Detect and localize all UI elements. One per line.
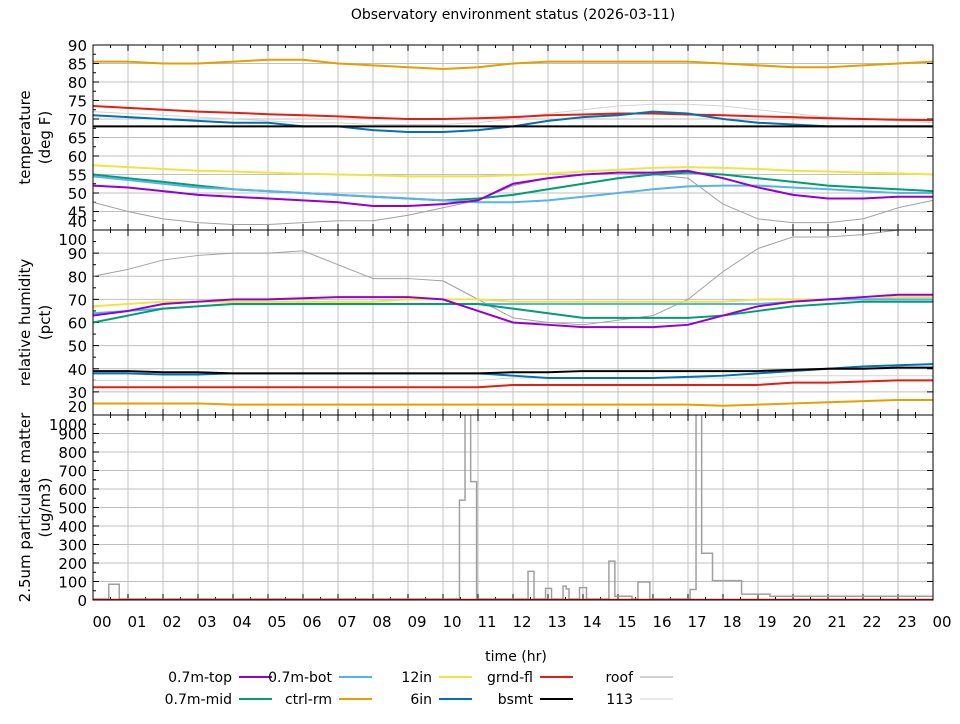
x-tick-label: 16 [652,613,671,631]
y-tick-label: 200 [58,555,87,573]
legend-label: roof [605,670,634,686]
y-tick-label: 400 [58,518,87,536]
legend-label: 0.7m-mid [165,692,232,708]
x-tick-label: 11 [477,613,496,631]
y-tick-label: 80 [68,268,87,286]
y-axis-label: (ug/m3) [36,478,54,538]
x-tick-label: 09 [407,613,426,631]
x-tick-label: 21 [827,613,846,631]
series-line-12in [93,296,933,308]
y-tick-label: 45 [68,204,87,222]
x-tick-label: 06 [302,613,321,631]
y-tick-label: 50 [68,338,87,356]
legend-label: 12in [401,670,432,686]
series-line-113 [93,375,933,381]
y-tick-label: 40 [68,213,87,231]
x-tick-label: 14 [582,613,601,631]
series-line-grnd-fl [93,105,933,122]
y-tick-label: 800 [58,444,87,462]
y-tick-label: 100 [58,574,87,592]
legend: 0.7m-top 0.7m-mid 0.7m-bot ctrl-rm 12in 6in gr… [165,670,673,708]
y-tick-label: 60 [68,148,87,166]
y-tick-label: 40 [68,361,87,379]
x-tick-label: 23 [897,613,916,631]
y-tick-label: 90 [68,245,87,263]
y-tick-label: 500 [58,500,87,518]
legend-label: bsmt [498,692,534,708]
x-tick-label: 12 [512,613,531,631]
x-tick-label: 05 [267,613,286,631]
x-tick-label: 01 [127,613,146,631]
legend-label: 113 [606,692,633,708]
series-line-roof [93,230,933,326]
series-line-0.7m-top [93,169,933,207]
x-tick-label: 02 [162,613,181,631]
series-line-12in [93,164,933,178]
series-line-ctrl-rm [93,398,933,407]
y-tick-label: 50 [68,185,87,203]
x-tick-label: 17 [687,613,706,631]
y-tick-label: 75 [68,93,87,111]
chart-title: Observatory environment status (2026-03-… [351,7,675,23]
series-line-roof [93,172,933,225]
legend-label: 0.7m-top [168,670,232,686]
x-tick-label: 13 [547,613,566,631]
x-tick-label: 18 [722,613,741,631]
x-tick-label: 00 [92,613,111,631]
y-tick-label: 85 [68,56,87,74]
series-line-bsmt [93,366,933,375]
x-tick-label: 10 [442,613,461,631]
x-tick-label: 00 [932,613,951,631]
y-axis-label: relative humidity [16,259,34,387]
y-tick-label: 900 [58,426,87,444]
y-tick-label: 55 [68,167,87,185]
series-line-0.7m-mid [93,300,933,324]
legend-label: ctrl-rm [285,692,332,708]
y-tick-label: 20 [68,398,87,416]
y-axis-label: (deg F) [36,111,54,164]
x-axis-label: time (hr) [485,649,547,665]
legend-label: grnd-fl [487,670,533,686]
y-tick-label: 1000 [49,416,87,434]
series-line-0.7m-bot [93,175,933,204]
y-axis-label: (pct) [36,305,54,340]
x-tick-label: 03 [197,613,216,631]
x-tick-label: 22 [862,613,881,631]
y-tick-label: 30 [68,384,87,402]
panel-border [92,414,934,601]
y-tick-label: 700 [58,463,87,481]
y-tick-label: 70 [68,111,87,129]
y-tick-label: 90 [68,37,87,55]
y-tick-label: 70 [68,291,87,309]
series-line-grnd-fl [93,379,933,389]
y-tick-label: 0 [77,592,87,610]
x-tick-label: 15 [617,613,636,631]
y-tick-label: 300 [58,537,87,555]
x-tick-label: 20 [792,613,811,631]
y-tick-label: 100 [58,231,87,249]
series-line-ctrl-rm [93,58,933,71]
series-line-0.7m-top [93,293,933,329]
y-tick-label: 60 [68,315,87,333]
x-tick-label: 19 [757,613,776,631]
legend-label: 0.7m-bot [268,670,332,686]
legend-label: 6in [410,692,432,708]
y-axis-label: temperature [16,90,34,184]
y-axis-label: 2.5um particulate matter [16,412,34,602]
x-tick-label: 08 [372,613,391,631]
y-tick-label: 80 [68,74,87,92]
x-tick-label: 07 [337,613,356,631]
y-tick-label: 65 [68,130,87,148]
series-line-113 [93,103,933,126]
x-tick-label: 04 [232,613,251,631]
y-tick-label: 600 [58,481,87,499]
